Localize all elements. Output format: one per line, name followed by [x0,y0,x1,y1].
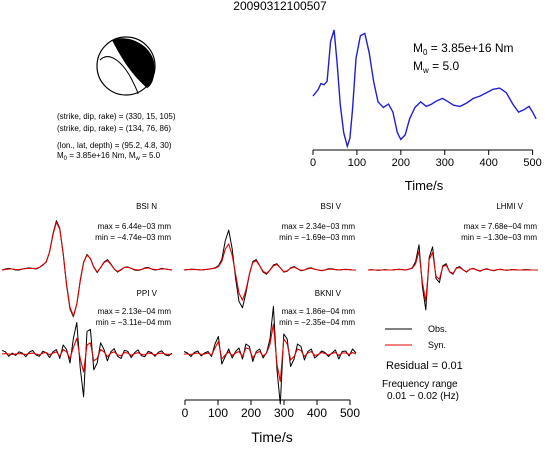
synthetic-trace [1,337,173,373]
station-label: LHMI V [496,202,523,211]
observed-trace [367,244,538,311]
synthetic-trace [1,221,173,317]
mechanism-plane2: (strike, dip, rake) = (134, 76, 86) [57,124,171,133]
observed-trace [1,322,173,398]
wave-tick-label: 200 [241,406,261,420]
wave-tick-label: 400 [307,406,327,420]
station-label: PPI V [137,289,158,298]
wave-tick-label: 0 [182,406,189,420]
stf-tick-label: 100 [348,157,366,169]
legend-frequency-title: Frequency range [382,379,458,390]
waveform-x-axis: 0 100 200 300 400 500 Time/s [182,399,360,445]
waveform-panel-bsi-n: BSI N max = 6.44e−03 mm min = −4.74e−03 mm [1,202,173,318]
synthetic-trace [368,250,538,303]
waveform-panel-bsi-v: BSI V max = 2.34e−03 mm min = −1.69e−03 mm [183,202,356,309]
wave-tick-label: 100 [208,406,228,420]
stf-series-line [312,29,537,149]
beachball-compressional-quadrant [112,38,155,88]
legend-obs-label: Obs. [428,324,447,334]
amplitude-max: max = 1.86e−04 mm [282,307,356,316]
focal-mechanism-beachball [96,36,156,96]
wave-tick-label: 300 [274,406,294,420]
amplitude-max: max = 6.44e−03 mm [98,222,172,231]
waveform-panels: BSI N max = 6.44e−03 mm min = −4.74e−03 mm… [1,202,538,405]
mechanism-text: (strike, dip, rake) = (330, 15, 105) (st… [57,112,176,162]
waveform-panel-ppi-v: PPI V max = 2.13e−04 mm min = −3.11e−04 mm [1,289,173,398]
stf-tick-label: 300 [436,157,454,169]
amplitude-min: min = −4.74e−03 mm [95,233,171,242]
waveform-panel-bkni-v: BKNI V max = 1.86e−04 mm min = −2.35e−04 m… [183,289,357,405]
station-label: BSI N [136,202,157,211]
amplitude-min: min = −1.30e−03 mm [461,233,537,242]
source-time-function-plot: 0 100 200 300 400 500 M0 = 3.85e+16 Nm Mw = 5… [310,29,542,193]
stf-tick-label: 500 [523,157,541,169]
amplitude-max: max = 2.34e−03 mm [282,222,356,231]
waveform-panel-lhmi-v: LHMI V max = 7.68e−04 mm min = −1.30e−03 m… [367,202,538,311]
amplitude-max: max = 7.68e−04 mm [464,222,538,231]
legend-frequency-range: 0.01 − 0.02 (Hz) [387,391,459,402]
synthetic-trace [183,243,356,301]
stf-x-axis: 0 100 200 300 400 500 [310,149,542,169]
station-label: BKNI V [315,289,342,298]
event-title: 20090312100507 [233,0,327,13]
stf-tick-label: 0 [310,157,316,169]
stf-tick-label: 200 [392,157,410,169]
stf-tick-label: 400 [480,157,498,169]
amplitude-min: min = −1.69e−03 mm [279,233,355,242]
amplitude-min: min = −3.11e−04 mm [96,318,172,327]
station-label: BSI V [321,202,342,211]
beachball-nodal-plane [99,56,139,95]
legend: Obs. Syn. Residual = 0.01 Frequency rang… [382,324,463,402]
legend-syn-label: Syn. [428,340,446,350]
stf-annotation: M0 = 3.85e+16 Nm Mw = 5.0 [413,41,514,75]
amplitude-min: min = −2.35e−04 mm [279,318,355,327]
mechanism-plane1: (strike, dip, rake) = (330, 15, 105) [57,112,176,121]
amplitude-max: max = 2.13e−04 mm [98,307,172,316]
wave-xlabel: Time/s [251,429,292,445]
mechanism-location: (lon., lat, depth) = (95.2, 4.8, 30) [57,141,172,150]
stf-mw-label: Mw = 5.0 [413,59,459,75]
legend-residual: Residual = 0.01 [386,360,463,372]
synthetic-trace [184,323,357,383]
wave-tick-label: 500 [340,406,360,420]
stf-xlabel: Time/s [405,178,444,193]
mechanism-moment: M0 = 3.85e+16 Nm, Mw = 5.0 [57,151,161,162]
stf-m0-label: M0 = 3.85e+16 Nm [413,41,514,57]
